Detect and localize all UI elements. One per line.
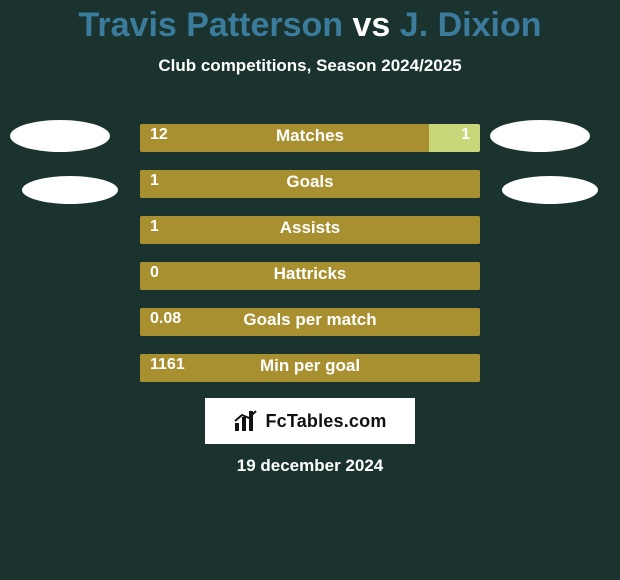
- stat-row: 1Assists: [0, 204, 620, 250]
- subtitle: Club competitions, Season 2024/2025: [0, 56, 620, 76]
- bar-label: Assists: [140, 218, 480, 238]
- stat-row: 0Hattricks: [0, 250, 620, 296]
- player2-name: J. Dixion: [400, 6, 542, 44]
- date-label: 19 december 2024: [0, 456, 620, 476]
- stat-row: 0.08Goals per match: [0, 296, 620, 342]
- avatar: [10, 120, 110, 152]
- avatar: [502, 176, 598, 204]
- avatar: [22, 176, 118, 204]
- bar-label: Min per goal: [140, 356, 480, 376]
- avatar: [490, 120, 590, 152]
- bar-label: Goals per match: [140, 310, 480, 330]
- bar-label: Hattricks: [140, 264, 480, 284]
- stat-row: 1161Min per goal: [0, 342, 620, 388]
- bar-label: Matches: [140, 126, 480, 146]
- page-title: Travis Patterson vs J. Dixion: [0, 8, 620, 44]
- vs-label: vs: [353, 6, 391, 44]
- comparison-card: Travis Patterson vs J. Dixion Club compe…: [0, 0, 620, 580]
- brand-text: FcTables.com: [265, 411, 386, 432]
- stat-rows: 121Matches1Goals1Assists0Hattricks0.08Go…: [0, 112, 620, 388]
- bar-label: Goals: [140, 172, 480, 192]
- brand-icon: [233, 409, 259, 433]
- brand-badge: FcTables.com: [205, 398, 415, 444]
- player1-name: Travis Patterson: [79, 6, 344, 44]
